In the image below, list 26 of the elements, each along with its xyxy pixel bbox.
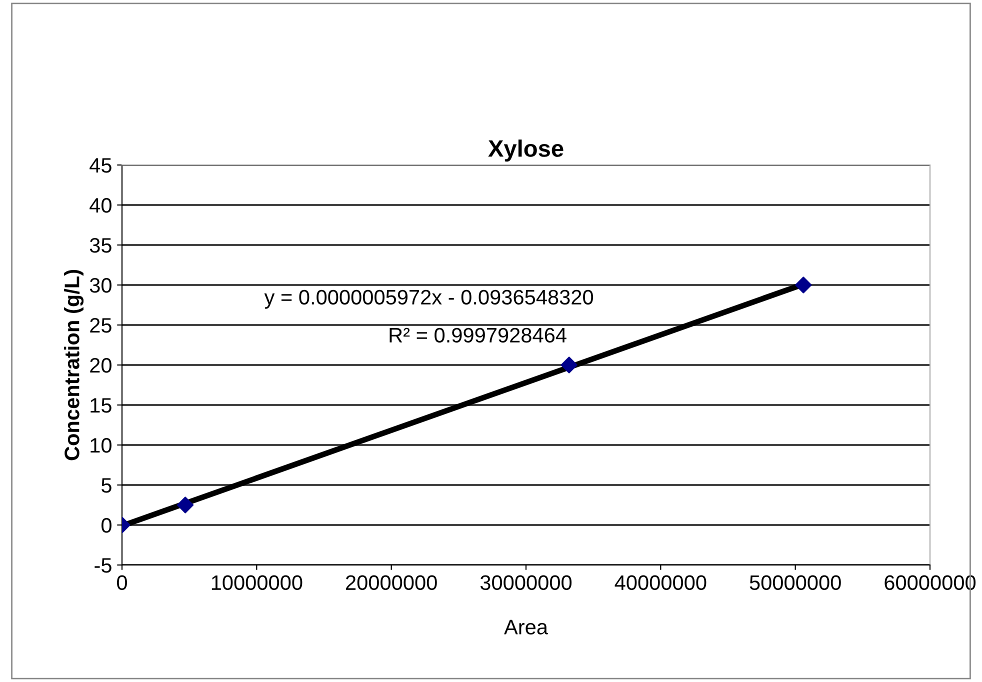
- y-tick-label: 30: [90, 278, 112, 293]
- x-tick-label: 60000000: [884, 575, 976, 590]
- chart-title: Xylose: [488, 140, 564, 162]
- annotation: R² = 0.9997928464: [390, 328, 566, 343]
- y-tick-label: 40: [90, 198, 112, 213]
- y-tick-label: 25: [90, 318, 112, 333]
- y-tick-label: 15: [90, 398, 112, 413]
- x-tick-label: 0: [117, 575, 127, 590]
- y-tick-label: 20: [90, 358, 112, 373]
- y-tick-label: 45: [90, 158, 112, 173]
- point: [176, 496, 194, 514]
- y-tick-label: 10: [90, 438, 112, 453]
- annotation: y = 0.0000005972x - 0.0936548320: [264, 290, 594, 309]
- x-tick-label: 20000000: [346, 575, 437, 590]
- x-tick-label: 10000000: [212, 575, 302, 590]
- x-tick-label: 40000000: [614, 575, 706, 590]
- y-tick-label: -5: [94, 558, 112, 573]
- y-tick-label: 0: [102, 518, 112, 533]
- y-tick-label: 5: [102, 478, 112, 493]
- x-axis-title: Area: [504, 620, 548, 634]
- point: [795, 276, 812, 294]
- point: [560, 356, 578, 374]
- x-tick-label: 50000000: [750, 575, 841, 590]
- y-tick-label: 35: [90, 238, 112, 253]
- x-tick-label: 30000000: [480, 575, 572, 590]
- y-axis-title: Concentration (g/L): [64, 270, 84, 460]
